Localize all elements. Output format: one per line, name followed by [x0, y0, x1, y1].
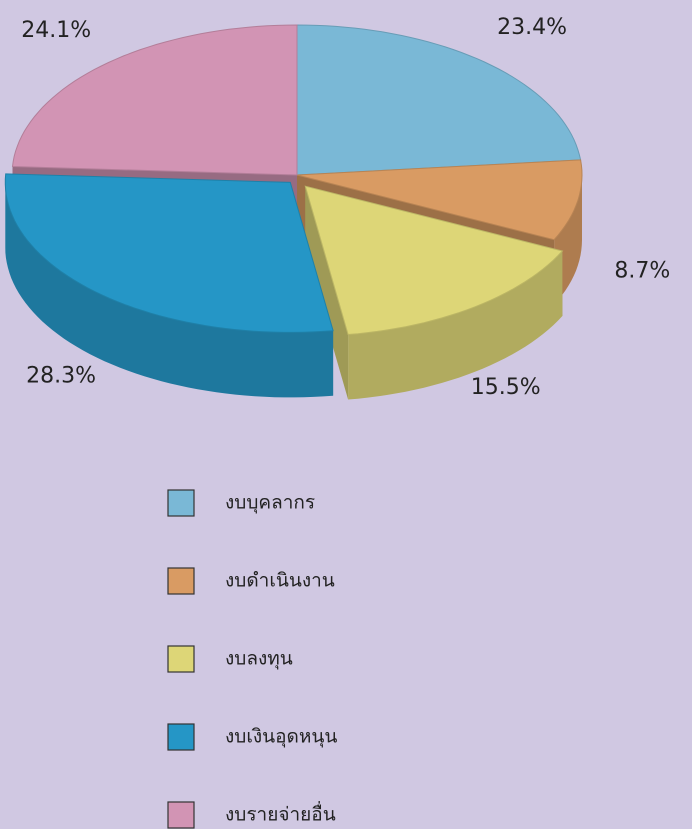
slice-wall [305, 186, 349, 400]
legend-label: งบรายจ่ายอื่น [225, 801, 336, 826]
legend-label: งบเงินอุดหนุน [225, 726, 337, 749]
legend-label: งบดำเนินงาน [225, 570, 335, 592]
value-label: 23.4% [497, 15, 567, 40]
slice [4, 173, 334, 333]
slice [304, 185, 564, 336]
legend-swatch [167, 723, 195, 751]
slice-side [5, 182, 334, 398]
legend-label: งบลงทุน [225, 648, 293, 671]
value-label: 28.3% [26, 363, 96, 388]
value-label: 8.7% [614, 259, 670, 284]
slice [296, 24, 582, 176]
slice [11, 24, 298, 176]
legend-swatch [167, 489, 195, 517]
legend-swatch [167, 567, 195, 595]
legend-swatch [167, 645, 195, 673]
value-label: 15.5% [471, 375, 541, 400]
legend-label: งบบุคลากร [225, 492, 315, 515]
slice [296, 159, 583, 241]
slice-side [348, 251, 563, 400]
legend-swatch [167, 801, 195, 829]
value-label: 24.1% [21, 18, 91, 43]
